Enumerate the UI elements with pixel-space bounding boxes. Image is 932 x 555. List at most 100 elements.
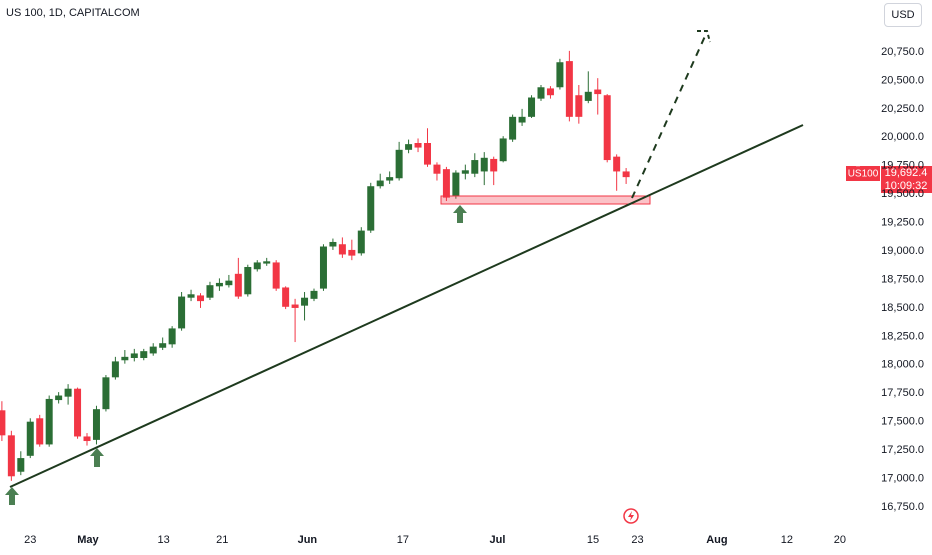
y-tick-label: 20,000.0: [881, 131, 924, 143]
y-tick-label: 17,250.0: [881, 444, 924, 456]
candle-body: [149, 346, 157, 354]
y-tick-label: 19,250.0: [881, 217, 924, 229]
candle-body: [584, 91, 592, 101]
candle-body: [83, 436, 91, 442]
y-tick-label: 20,500.0: [881, 74, 924, 86]
x-tick-label: 23: [24, 534, 36, 546]
candle-body: [452, 172, 460, 197]
candle-body: [130, 353, 138, 358]
candle-body: [537, 87, 545, 99]
candle-body: [244, 266, 252, 295]
candle-body: [282, 287, 290, 307]
candle-body: [187, 294, 195, 298]
candle-body: [556, 62, 564, 88]
candle-body: [197, 295, 205, 302]
candle-body: [263, 261, 271, 264]
x-tick-label: May: [77, 534, 99, 546]
trendline: [9, 124, 804, 488]
y-tick-label: 16,750.0: [881, 501, 924, 513]
candle-body: [206, 285, 214, 298]
candle-body: [310, 290, 318, 299]
y-tick-label: 18,750.0: [881, 273, 924, 285]
up-arrow: [5, 487, 19, 505]
candle-body: [7, 435, 15, 477]
candle-body: [178, 296, 186, 329]
candle-body: [225, 280, 233, 286]
candle-body: [215, 282, 223, 287]
candle-body: [603, 95, 611, 161]
y-tick-label: 19,750.0: [881, 160, 924, 172]
candle-body: [102, 377, 110, 410]
x-tick-label: 23: [631, 534, 643, 546]
x-tick-label: 13: [157, 534, 169, 546]
up-arrow: [90, 448, 104, 467]
candle-body: [92, 409, 100, 440]
candle-body: [291, 304, 299, 308]
countdown: 10:09:32: [885, 180, 928, 192]
candle-body: [442, 169, 450, 198]
candle-body: [376, 180, 384, 187]
up-arrow: [453, 205, 467, 223]
y-tick-label: 20,750.0: [881, 46, 924, 58]
x-tick-label: 20: [834, 534, 846, 546]
candle-body: [424, 143, 431, 165]
candle-body: [518, 116, 526, 123]
x-tick-label: Jun: [298, 534, 318, 546]
candle-body: [499, 138, 507, 162]
y-tick-label: 18,500.0: [881, 302, 924, 314]
projection-arrowhead: [697, 30, 711, 43]
currency-button[interactable]: USD: [884, 3, 922, 27]
x-tick-label: 15: [587, 534, 599, 546]
candle-body: [55, 395, 63, 401]
y-tick-label: 19,000.0: [881, 245, 924, 257]
y-tick-label: 18,000.0: [881, 359, 924, 371]
candle-body: [594, 89, 602, 95]
candle-body: [338, 244, 346, 255]
last-price: 19,692.4: [885, 167, 928, 179]
candle-body: [433, 164, 441, 174]
candle-body: [622, 171, 630, 178]
candle-body: [386, 177, 394, 181]
price-tag: [881, 166, 932, 193]
candle-body: [329, 241, 337, 247]
candle-body: [26, 421, 34, 456]
projection-line: [631, 33, 707, 199]
candle-body: [272, 262, 280, 289]
candle-body: [253, 262, 261, 270]
candle-body: [490, 158, 498, 172]
y-tick-label: 19,500.0: [881, 188, 924, 200]
y-tick-label: 17,750.0: [881, 387, 924, 399]
candle-body: [405, 144, 413, 150]
candle-body: [64, 388, 72, 397]
candle-body: [575, 95, 583, 117]
x-tick-label: Aug: [706, 534, 727, 546]
candle-body: [301, 297, 309, 306]
candle-body: [546, 88, 554, 96]
candle-body: [45, 398, 53, 445]
x-tick-label: Jul: [490, 534, 506, 546]
candle-body: [74, 388, 82, 437]
candle-body: [111, 361, 119, 378]
y-tick-label: 17,500.0: [881, 416, 924, 428]
x-tick-label: 17: [397, 534, 409, 546]
candle-body: [234, 273, 242, 297]
event-icon[interactable]: [623, 508, 639, 524]
candle-body: [17, 458, 25, 472]
candle-body: [121, 356, 129, 361]
candle-body: [140, 351, 148, 358]
y-tick-label: 17,000.0: [881, 472, 924, 484]
symbol-tag: [846, 166, 880, 181]
candle-body: [168, 328, 176, 345]
candle-body: [357, 230, 365, 254]
chart-title: US 100, 1D, CAPITALCOM: [6, 7, 140, 19]
y-tick-label: 20,250.0: [881, 103, 924, 115]
candle-body: [471, 160, 479, 174]
candle-body: [480, 157, 488, 172]
candle-body: [367, 186, 375, 231]
y-tick-label: 18,250.0: [881, 330, 924, 342]
candle-body: [461, 170, 469, 174]
candle-body: [0, 410, 6, 436]
candle-body: [36, 418, 44, 445]
